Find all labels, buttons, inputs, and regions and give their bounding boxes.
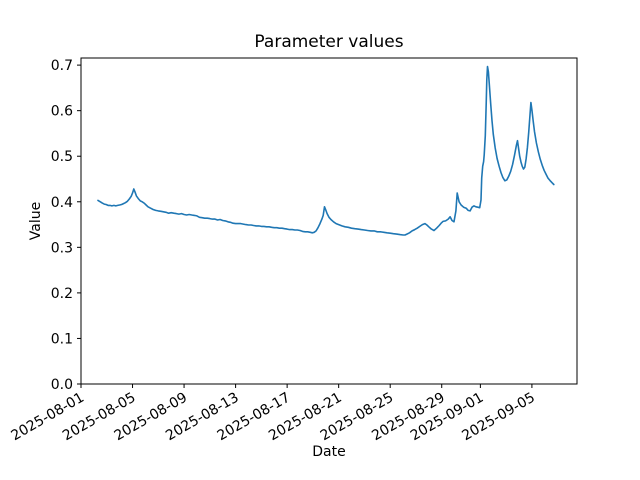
y-tick-label: 0.4 <box>51 195 73 211</box>
data-line-parameter-value <box>97 65 555 236</box>
x-axis-label: Date <box>312 444 346 460</box>
y-tick-label: 0.5 <box>51 149 73 165</box>
y-tick-label: 0.3 <box>51 240 73 256</box>
y-tick-label: 0.6 <box>51 104 73 120</box>
axes-spines <box>80 57 578 385</box>
chart-title: Parameter values <box>254 32 404 52</box>
y-tick-label: 0.0 <box>51 377 73 393</box>
y-tick-label: 0.2 <box>51 286 73 302</box>
y-tick-label: 0.1 <box>51 331 73 347</box>
y-tick-label: 0.7 <box>51 58 73 74</box>
